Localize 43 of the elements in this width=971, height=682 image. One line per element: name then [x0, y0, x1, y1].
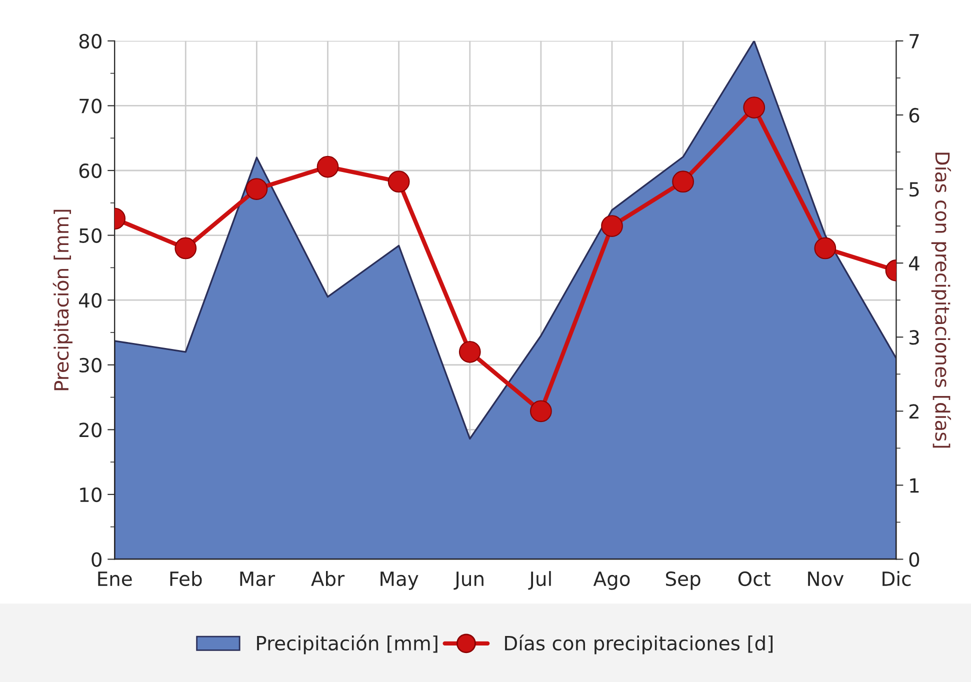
y2-tick-label: 4 [908, 256, 920, 270]
x-tick-label: Dic [882, 571, 911, 586]
x-tick-label: Sep [666, 571, 700, 590]
x-tick-label: Feb [170, 571, 202, 586]
y2-tick-label: 6 [909, 108, 920, 123]
point [458, 340, 481, 363]
y2-tick-label: 7 [910, 34, 919, 48]
x-tick-label: May [380, 572, 418, 590]
x-tick-label: Jul [528, 571, 551, 590]
x-tick-label: Mar [240, 572, 276, 586]
y-tick-label: 20 [79, 422, 102, 438]
y-axis-title: Precipitación [mm] [52, 210, 72, 390]
x-tick-label: Oct [738, 571, 770, 586]
y-tick-label: 80 [79, 34, 102, 49]
y2-tick-label: 0 [909, 552, 920, 567]
point [743, 96, 766, 118]
x-tick-label: Jun [454, 572, 484, 590]
point [601, 215, 623, 237]
x-tick-label: Nov [808, 572, 844, 586]
y-tick-label: 40 [78, 293, 102, 308]
y-tick-label: 60 [79, 163, 102, 178]
point [388, 170, 410, 193]
legend-label: Días con precipitaciones [d] [505, 634, 773, 654]
y2-axis-title: Días con precipitaciones [días] [931, 152, 951, 448]
point [672, 170, 694, 193]
legend-label: Precipitación [mm] [257, 634, 438, 654]
y2-tick-label: 1 [910, 478, 919, 493]
y-tick-label: 10 [80, 487, 102, 502]
point [174, 237, 197, 260]
y-tick-label: 30 [80, 358, 102, 373]
y2-tick-label: 3 [910, 330, 919, 345]
y-tick-label: 70 [80, 98, 102, 114]
point [530, 400, 552, 422]
point [814, 237, 836, 260]
point [316, 156, 339, 178]
point [246, 178, 268, 200]
y-tick-label: 0 [92, 552, 102, 567]
x-tick-label: Ago [593, 572, 630, 590]
x-tick-label: Abr [311, 571, 345, 586]
y2-tick-label: 2 [909, 404, 918, 419]
x-tick-label: Ene [98, 572, 132, 586]
y-tick-label: 50 [80, 228, 102, 243]
y2-tick-label: 5 [910, 182, 919, 197]
